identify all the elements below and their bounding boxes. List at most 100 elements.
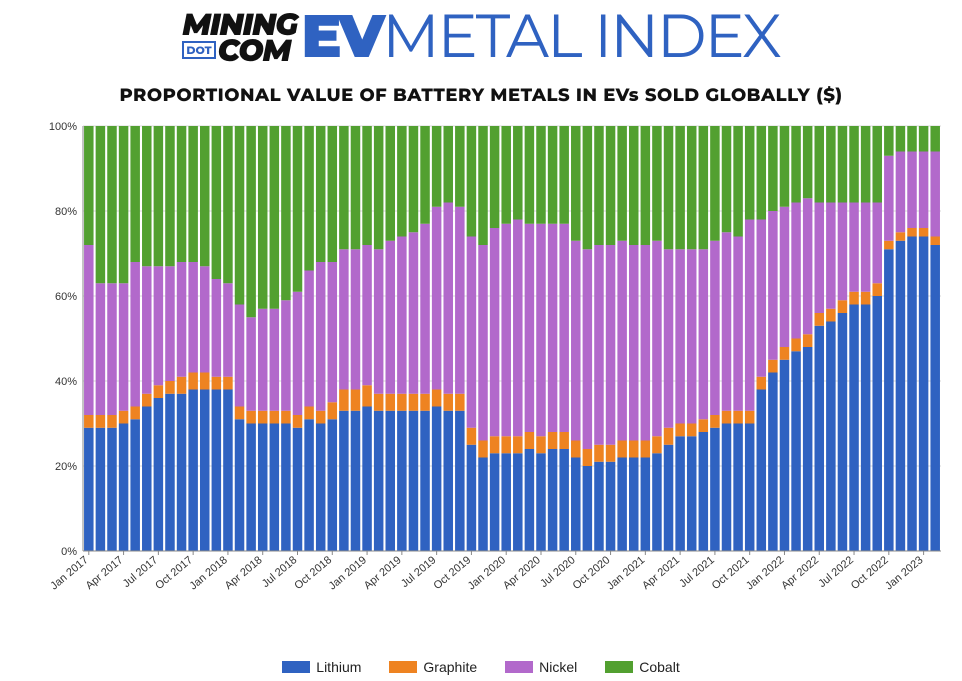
bar-nickel (316, 262, 326, 411)
bar-lithium (386, 411, 396, 551)
bar-nickel (780, 207, 790, 347)
bar-graphite (780, 347, 790, 360)
y-tick-label: 100% (49, 121, 77, 133)
bar-lithium (536, 453, 546, 551)
bar-graphite (687, 424, 697, 437)
bar-graphite (84, 415, 94, 428)
bar-graphite (513, 436, 523, 453)
bar-graphite (768, 360, 778, 373)
bar-lithium (548, 449, 558, 551)
bar-cobalt (304, 126, 314, 271)
bar-cobalt (548, 126, 558, 224)
bar-lithium (826, 322, 836, 552)
bar-cobalt (791, 126, 801, 203)
bar-lithium (838, 313, 848, 551)
bar-graphite (281, 411, 291, 424)
bar-graphite (316, 411, 326, 424)
bar-graphite (246, 411, 256, 424)
bar-graphite (548, 432, 558, 449)
bar-lithium (246, 424, 256, 552)
bar-nickel (629, 245, 639, 441)
bar-nickel (896, 152, 906, 233)
bar-cobalt (513, 126, 523, 220)
bar-cobalt (757, 126, 767, 220)
legend-label: Nickel (539, 659, 577, 675)
bar-lithium (177, 394, 187, 551)
bar-lithium (107, 428, 117, 551)
bar-lithium (733, 424, 743, 552)
bar-lithium (780, 360, 790, 551)
bar-cobalt (710, 126, 720, 241)
bar-cobalt (328, 126, 338, 262)
bar-cobalt (803, 126, 813, 198)
bar-lithium (559, 449, 569, 551)
bar-lithium (919, 237, 929, 552)
bar-graphite (328, 402, 338, 419)
bar-graphite (443, 394, 453, 411)
bar-graphite (757, 377, 767, 390)
bar-lithium (142, 407, 152, 552)
bar-graphite (223, 377, 233, 390)
logo-row: MINING DOT COM EV METAL INDEX (0, 10, 962, 80)
bar-cobalt (362, 126, 372, 245)
chart-subtitle: PROPORTIONAL VALUE OF BATTERY METALS IN … (0, 84, 962, 106)
bar-lithium (270, 424, 280, 552)
bar-cobalt (768, 126, 778, 211)
bar-nickel (872, 203, 882, 284)
bar-lithium (896, 241, 906, 551)
bar-lithium (351, 411, 361, 551)
bar-cobalt (861, 126, 871, 203)
bar-cobalt (223, 126, 233, 283)
bar-graphite (803, 334, 813, 347)
bar-nickel (907, 152, 917, 229)
bar-lithium (884, 249, 894, 551)
bar-graphite (142, 394, 152, 407)
bar-lithium (397, 411, 407, 551)
bar-nickel (223, 283, 233, 377)
bar-cobalt (119, 126, 129, 283)
bar-graphite (212, 377, 222, 390)
bar-cobalt (884, 126, 894, 156)
bar-lithium (675, 436, 685, 551)
bar-cobalt (617, 126, 627, 241)
bar-lithium (339, 411, 349, 551)
bar-lithium (606, 462, 616, 551)
bar-lithium (571, 458, 581, 552)
bar-nickel (293, 292, 303, 415)
bar-lithium (907, 237, 917, 552)
x-tick-label: Apr 2021 (640, 554, 682, 592)
logo-dot-badge: DOT (182, 41, 215, 59)
bar-cobalt (397, 126, 407, 237)
bar-lithium (443, 411, 453, 551)
bar-graphite (177, 377, 187, 394)
bar-nickel (212, 279, 222, 377)
bar-nickel (397, 237, 407, 394)
bar-graphite (501, 436, 511, 453)
bar-cobalt (142, 126, 152, 266)
bar-lithium (119, 424, 129, 552)
bar-nickel (304, 271, 314, 407)
bar-graphite (351, 390, 361, 411)
bar-cobalt (258, 126, 268, 309)
bar-graphite (699, 419, 709, 432)
bar-nickel (664, 249, 674, 428)
bar-cobalt (525, 126, 535, 224)
bar-cobalt (815, 126, 825, 203)
bar-nickel (930, 152, 940, 237)
bar-graphite (710, 415, 720, 428)
bar-nickel (803, 198, 813, 334)
bar-graphite (536, 436, 546, 453)
bar-graphite (664, 428, 674, 445)
bar-lithium (154, 398, 164, 551)
bar-cobalt (374, 126, 384, 249)
bar-lithium (641, 458, 651, 552)
bar-lithium (293, 428, 303, 551)
bar-cobalt (478, 126, 488, 245)
legend-label: Graphite (423, 659, 477, 675)
x-tick-label: Apr 2020 (501, 554, 543, 592)
bar-nickel (768, 211, 778, 360)
bar-graphite (525, 432, 535, 449)
bar-lithium (362, 407, 372, 552)
bar-graphite (722, 411, 732, 424)
bar-cobalt (745, 126, 755, 220)
